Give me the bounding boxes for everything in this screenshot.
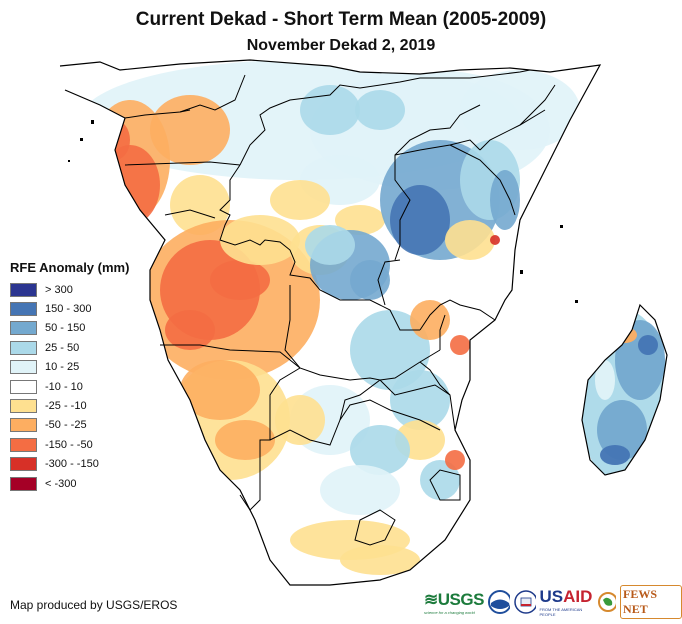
- legend-item: 150 - 300: [10, 299, 129, 318]
- legend-label: -300 - -150: [45, 458, 99, 471]
- legend-item: 10 - 25: [10, 358, 129, 377]
- legend-swatch: [10, 282, 37, 297]
- fews-net-logo: FEWS NET: [620, 585, 682, 619]
- legend-item: -300 - -150: [10, 455, 129, 474]
- legend-label: 25 - 50: [45, 341, 80, 354]
- legend-swatch: [10, 399, 37, 414]
- legend-item: 25 - 50: [10, 338, 129, 357]
- anomaly-patch: [615, 320, 665, 400]
- anomaly-patch: [420, 460, 460, 500]
- legend-item: -10 - 10: [10, 377, 129, 396]
- noaa-logo: [487, 590, 510, 614]
- anomaly-patch: [445, 220, 495, 260]
- anomaly-patch: [597, 400, 647, 460]
- anomaly-patch: [450, 335, 470, 355]
- legend-label: < -300: [45, 477, 77, 490]
- anomaly-patch: [410, 300, 450, 340]
- legend-item: -150 - -50: [10, 435, 129, 454]
- anomaly-patch: [150, 95, 230, 165]
- usgs-wave-icon: ≋: [424, 589, 438, 609]
- anomaly-patch: [100, 120, 130, 160]
- anomaly-patch: [305, 225, 355, 265]
- legend-label: 50 - 150: [45, 322, 86, 335]
- legend-label: -10 - 10: [45, 380, 83, 393]
- legend: RFE Anomaly (mm) > 300 150 - 300 50 - 150 2…: [10, 260, 129, 493]
- anomaly-patch: [355, 90, 405, 130]
- legend-title: RFE Anomaly (mm): [10, 260, 130, 275]
- legend-label: -150 - -50: [45, 438, 93, 451]
- legend-swatch: [10, 437, 37, 452]
- legend-swatch: [10, 379, 37, 394]
- anomaly-patch: [638, 335, 658, 355]
- fews-globe-icon: [597, 592, 617, 612]
- legend-swatch: [10, 302, 37, 317]
- anomaly-patch: [490, 235, 500, 245]
- anomaly-patch: [210, 260, 270, 300]
- legend-label: > 300: [45, 283, 73, 296]
- anomaly-patch: [595, 360, 615, 400]
- anomaly-patch: [445, 450, 465, 470]
- madagascar-coastline: [581, 303, 668, 476]
- legend-swatch: [10, 321, 37, 336]
- legend-swatch: [10, 340, 37, 355]
- anomaly-patch: [340, 545, 420, 575]
- legend-item: -50 - -25: [10, 416, 129, 435]
- anomaly-patch: [390, 185, 450, 255]
- legend-label: -50 - -25: [45, 419, 87, 432]
- anomaly-patch: [220, 215, 300, 265]
- usgs-logo: ≋USGS science for a changing world: [424, 589, 484, 615]
- legend-item: 50 - 150: [10, 319, 129, 338]
- anomaly-patch: [100, 145, 160, 225]
- anomaly-patch: [300, 85, 360, 135]
- anomaly-patch: [490, 170, 520, 230]
- legend-swatch: [10, 418, 37, 433]
- legend-item: -25 - -10: [10, 396, 129, 415]
- anomaly-patch: [335, 205, 385, 235]
- anomaly-patch: [170, 175, 230, 235]
- country-borders: [124, 69, 556, 546]
- anomaly-patch: [270, 180, 330, 220]
- anomaly-patch: [350, 425, 410, 475]
- anomaly-patch: [600, 445, 630, 465]
- africa-coastline: [59, 59, 602, 586]
- anomaly-patch: [460, 70, 580, 150]
- usaid-logo: USAID FROM THE AMERICAN PEOPLE: [539, 587, 593, 617]
- map-credit: Map produced by USGS/EROS: [10, 598, 178, 612]
- usaid-seal-icon: [513, 590, 536, 614]
- map-subtitle: November Dekad 2, 2019: [246, 37, 436, 54]
- legend-item: < -300: [10, 474, 129, 493]
- legend-swatch: [10, 476, 37, 491]
- islands: [68, 120, 578, 303]
- legend-label: 150 - 300: [45, 303, 92, 316]
- legend-swatch: [10, 457, 37, 472]
- legend-swatch: [10, 360, 37, 375]
- anomaly-patch: [320, 465, 400, 515]
- logo-strip: ≋USGS science for a changing world USAID…: [424, 585, 682, 619]
- anomaly-patch: [165, 310, 215, 350]
- anomaly-patch: [180, 360, 260, 420]
- anomaly-patch: [350, 260, 390, 300]
- legend-label: -25 - -10: [45, 400, 87, 413]
- legend-label: 10 - 25: [45, 361, 80, 374]
- map-title: Current Dekad - Short Term Mean (2005-20…: [135, 9, 547, 30]
- legend-item: > 300: [10, 280, 129, 299]
- anomaly-patch: [275, 395, 325, 445]
